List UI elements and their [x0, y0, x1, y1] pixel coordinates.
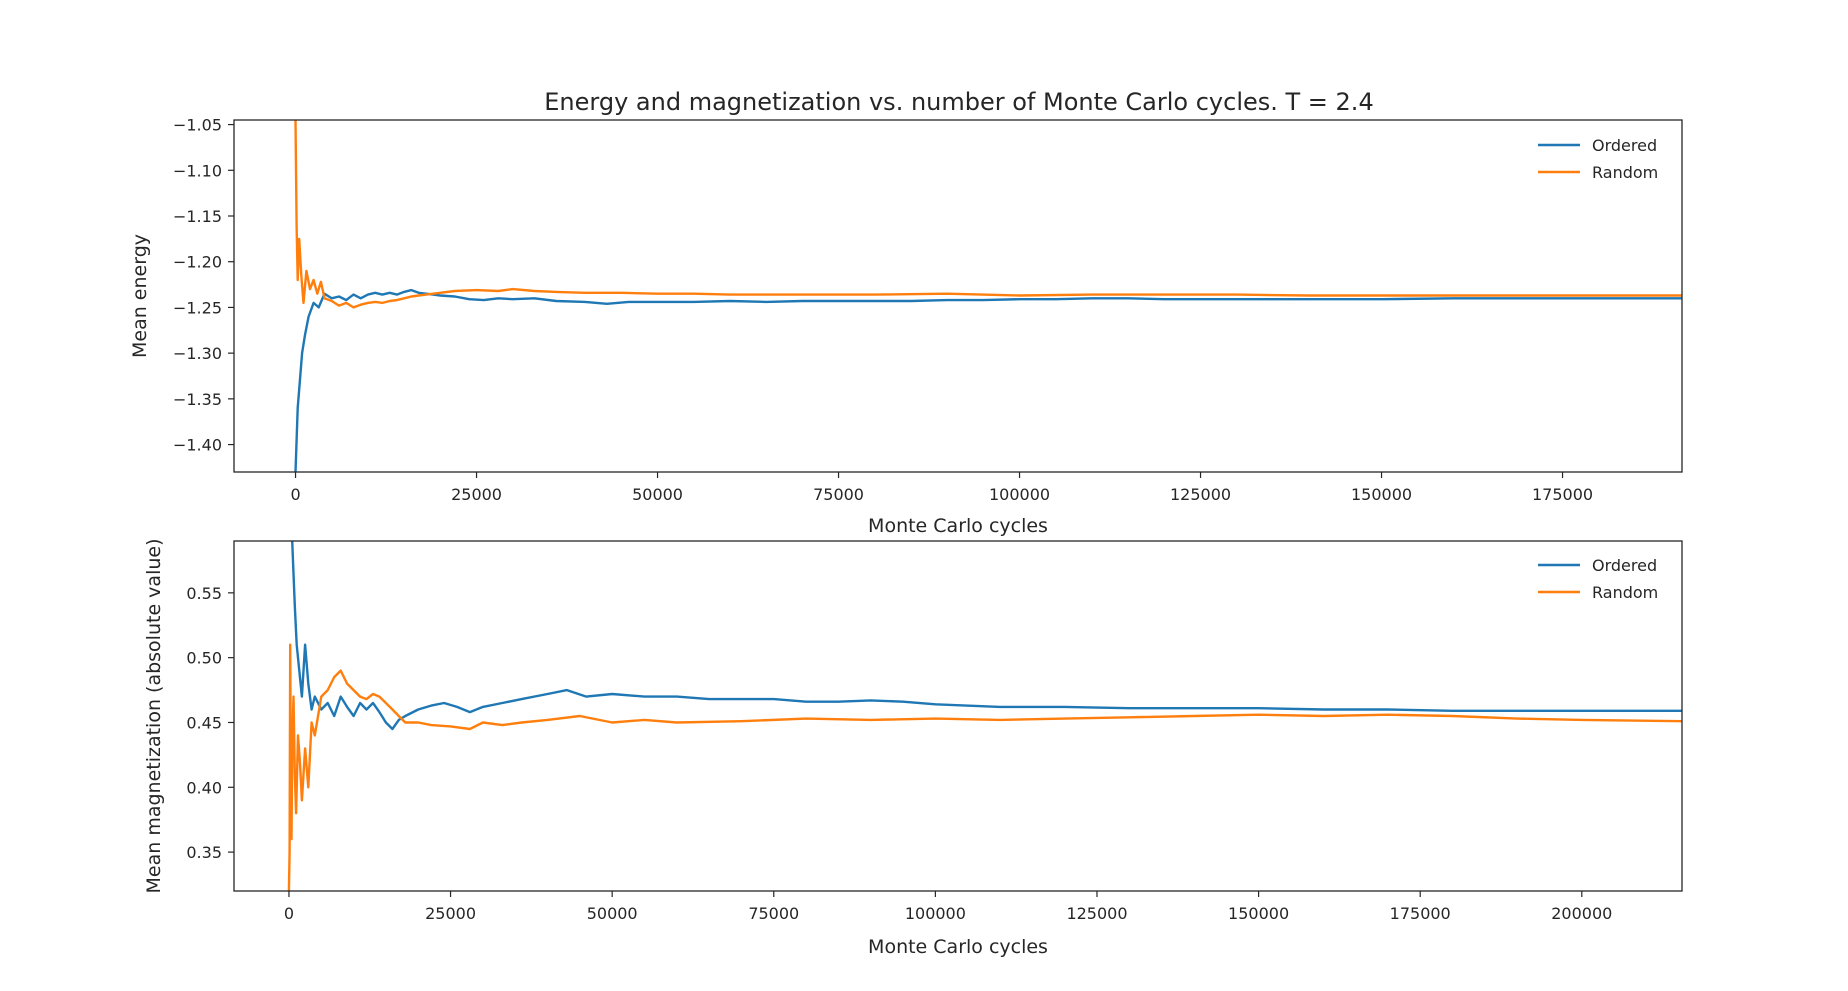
magnetization-x-tick-label: 25000: [425, 904, 476, 923]
magnetization-x-tick-label: 125000: [1066, 904, 1127, 923]
energy-x-tick-label: 100000: [989, 485, 1050, 504]
magnetization-series-random-line: [287, 643, 1682, 891]
energy-series-random-line: [294, 120, 1682, 309]
magnetization-x-tick-label: 150000: [1228, 904, 1289, 923]
magnetization-y-tick-label: 0.45: [186, 713, 222, 732]
energy-legend-random-label: Random: [1592, 163, 1658, 182]
energy-y-axis: −1.05 −1.10 −1.15 −1.20 −1.25 −1.30 −1.35 −1.40: [173, 116, 234, 455]
energy-y-tick-label: −1.10: [173, 161, 222, 180]
energy-y-tick-label: −1.40: [173, 436, 222, 455]
energy-x-axis: 0 25000 50000 75000 100000 125000 150000 175000: [290, 472, 1593, 504]
energy-x-tick-label: 50000: [632, 485, 683, 504]
energy-x-tick-label: 150000: [1351, 485, 1412, 504]
energy-series-ordered-line: [294, 288, 1682, 472]
magnetization-y-tick-label: 0.55: [186, 584, 222, 603]
magnetization-y-axis-label: Mean magnetization (absolute value): [143, 539, 165, 894]
magnetization-y-tick-label: 0.35: [186, 843, 222, 862]
magnetization-x-tick-label: 100000: [905, 904, 966, 923]
energy-y-tick-label: −1.20: [173, 253, 222, 272]
magnetization-x-axis: 0 25000 50000 75000 100000 125000 150000 175000…: [284, 891, 1612, 923]
magnetization-x-tick-label: 175000: [1390, 904, 1451, 923]
magnetization-y-axis: 0.35 0.40 0.45 0.50 0.55: [186, 584, 234, 862]
magnetization-x-tick-label: 200000: [1551, 904, 1612, 923]
magnetization-legend-random-label: Random: [1592, 583, 1658, 602]
magnetization-legend: Ordered Random: [1538, 556, 1658, 602]
energy-y-axis-label: Mean energy: [129, 234, 151, 358]
energy-y-tick-label: −1.25: [173, 298, 222, 317]
magnetization-plot-area: [287, 541, 1682, 891]
magnetization-series-ordered-line: [291, 541, 1682, 731]
energy-y-tick-label: −1.35: [173, 390, 222, 409]
energy-x-axis-label: Monte Carlo cycles: [868, 515, 1048, 537]
energy-x-tick-label: 175000: [1532, 485, 1593, 504]
magnetization-y-tick-label: 0.50: [186, 649, 222, 668]
energy-y-tick-label: −1.30: [173, 344, 222, 363]
chart-title: Energy and magnetization vs. number of M…: [544, 88, 1373, 116]
magnetization-x-axis-label: Monte Carlo cycles: [868, 936, 1048, 958]
magnetization-x-tick-label: 75000: [748, 904, 799, 923]
energy-x-tick-label: 0: [290, 485, 300, 504]
energy-axes-frame: [233, 119, 1683, 473]
energy-x-tick-label: 75000: [813, 485, 864, 504]
energy-legend: Ordered Random: [1538, 136, 1658, 182]
energy-y-tick-label: −1.05: [173, 116, 222, 135]
energy-x-tick-label: 25000: [451, 485, 502, 504]
energy-y-tick-label: −1.15: [173, 207, 222, 226]
energy-panel: 0 25000 50000 75000 100000 125000 150000 175000…: [129, 116, 1683, 537]
magnetization-x-tick-label: 0: [284, 904, 294, 923]
magnetization-x-tick-label: 50000: [587, 904, 638, 923]
magnetization-panel: 0 25000 50000 75000 100000 125000 150000 175000…: [143, 539, 1683, 958]
energy-legend-ordered-label: Ordered: [1592, 136, 1657, 155]
energy-plot-area: [294, 120, 1682, 472]
magnetization-axes-frame: [233, 540, 1683, 892]
magnetization-legend-ordered-label: Ordered: [1592, 556, 1657, 575]
magnetization-y-tick-label: 0.40: [186, 778, 222, 797]
energy-x-tick-label: 125000: [1170, 485, 1231, 504]
